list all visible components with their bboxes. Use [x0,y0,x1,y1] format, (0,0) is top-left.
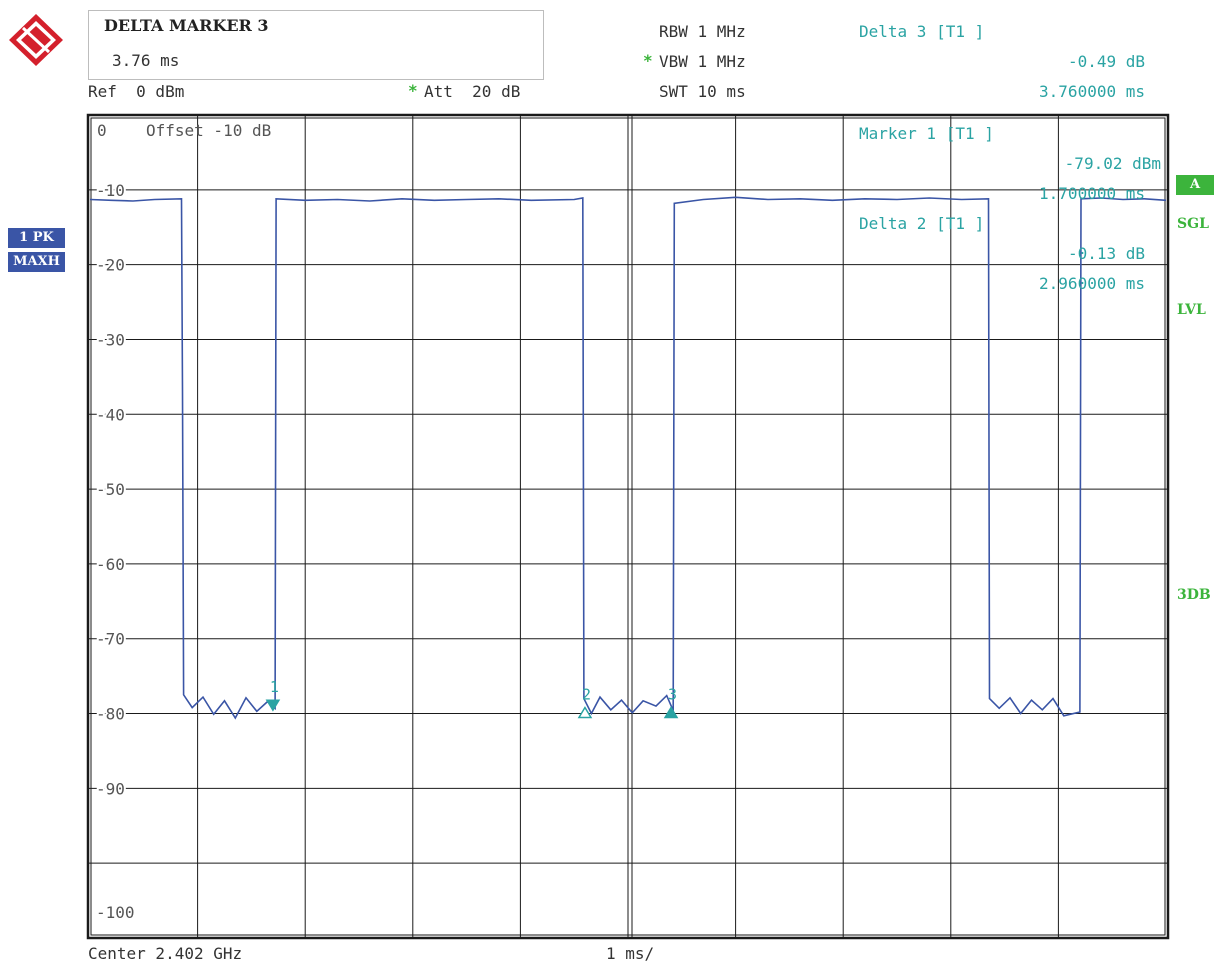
rohde-schwarz-logo [9,14,63,66]
trace-line [89,196,1167,720]
marker1-title: Marker 1 [T1 ] [859,124,994,143]
delta2-title: Delta 2 [T1 ] [859,214,984,233]
y-tick-label: -30 [96,330,125,349]
offset-label: Offset -10 dB [146,121,271,140]
y-tick-label: -50 [96,480,125,499]
y-tick-label: -10 [96,181,125,200]
sweep-time: SWT 10 ms [659,82,746,101]
y-tick-label: -80 [96,705,125,724]
marker-title-box [88,10,544,80]
marker-3-symbol [663,706,679,719]
marker-2-symbol [577,706,593,719]
rbw: RBW 1 MHz [659,22,746,41]
marker-1-symbol [265,699,281,712]
marker1-level: -79.02 dBm [1065,154,1161,173]
delta3-time: 3.760000 ms [1039,82,1145,101]
vbw-star: * [643,51,653,70]
y-tick-label: -100 [96,903,135,922]
y-tick-labels: -10 -20 -30 -40 -50 -60 -70 -80 -90 -100 0 Offset -… [94,121,271,924]
ref-level: Ref 0 dBm [88,82,185,101]
marker1-time: 1.700000 ms [1039,184,1145,203]
marker-3-label: 3 [668,686,677,704]
y-tick-label: -40 [96,405,125,424]
status-a: A [1176,175,1214,195]
att-star: * [408,81,418,100]
y-tick-label: -20 [96,256,125,275]
vbw: VBW 1 MHz [659,52,746,71]
y-tick-label: -90 [96,779,125,798]
delta2-level: -0.13 dB [1068,244,1145,263]
trace-badge: 1 PK [8,228,65,248]
delta2-time: 2.960000 ms [1039,274,1145,293]
status-3db: 3DB [1177,587,1211,603]
center-frequency: Center 2.402 GHz [88,944,243,963]
attenuation: Att 20 dB [424,82,521,101]
trace-markers: 1 2 3 [265,678,679,719]
delta3-title: Delta 3 [T1 ] [859,22,985,41]
marker-1-label: 1 [270,678,279,696]
status-lvl: LVL [1177,302,1206,318]
marker-2-label: 2 [582,686,591,704]
time-per-division: 1 ms/ [606,944,655,963]
mode-badge: MAXH [8,252,65,272]
y-tick-label: -60 [96,555,125,574]
y-top-label: 0 [97,121,107,140]
delta3-level: -0.49 dB [1067,52,1145,71]
status-sgl: SGL [1177,216,1209,232]
grid [86,113,1170,940]
marker-value: 3.76 ms [112,51,180,70]
y-tick-label: -70 [96,630,125,649]
marker-info: Marker 1 [T1 ] -79.02 dBm 1.700000 ms Delta… [859,124,1161,293]
marker-title: DELTA MARKER 3 [104,16,269,35]
trace-series [89,196,1167,720]
